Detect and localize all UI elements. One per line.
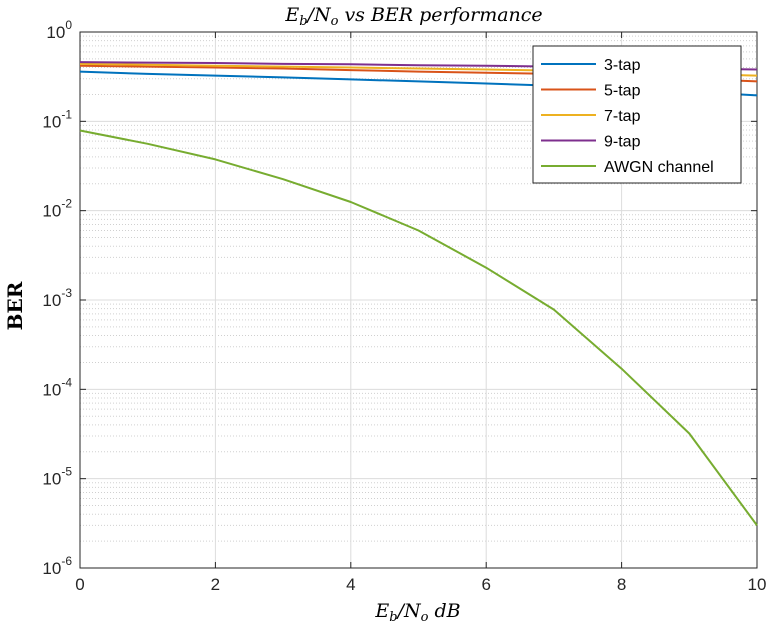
x-tick-label: 6 — [481, 575, 490, 594]
y-tick-label: 10-5 — [42, 465, 72, 489]
legend-label: 3-tap — [604, 57, 641, 74]
y-tick-label: 10-1 — [42, 107, 72, 131]
x-tick-label: 10 — [748, 575, 767, 594]
x-tick-label: 4 — [346, 575, 355, 594]
y-axis-label: BER — [3, 281, 27, 330]
x-tick-label: 8 — [617, 575, 626, 594]
x-tick-label: 0 — [75, 575, 84, 594]
y-tick-label: 10-6 — [42, 554, 72, 578]
legend-label: AWGN channel — [604, 159, 714, 176]
legend-label: 7-tap — [604, 108, 641, 125]
y-tick-label: 10-2 — [42, 197, 72, 221]
chart-title: Eb/No vs BER performance — [284, 4, 542, 29]
series-line — [79, 129, 758, 526]
x-axis-label: Eb/No dB — [374, 600, 460, 625]
y-tick-label: 100 — [46, 18, 72, 42]
y-tick-label: 10-3 — [42, 286, 72, 310]
x-tick-label: 2 — [211, 575, 220, 594]
legend-label: 5-tap — [604, 83, 641, 100]
legend: 3-tap 5-tap 7-tap 9-tap AWGN channel — [532, 45, 742, 184]
y-tick-label: 10-4 — [42, 375, 72, 399]
legend-label: 9-tap — [604, 134, 641, 151]
